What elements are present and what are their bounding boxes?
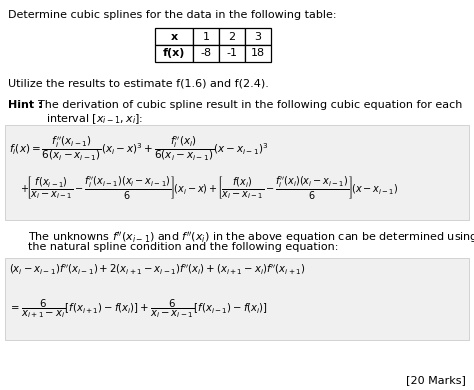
- Bar: [155, 28, 193, 45]
- Text: [20 Marks]: [20 Marks]: [406, 375, 466, 385]
- Text: f(x): f(x): [163, 48, 185, 58]
- Bar: [193, 28, 219, 45]
- Text: The unknowns $f^{\prime\prime}(x_{i-1})$ and $f^{\prime\prime}(x_i)$ in the abov: The unknowns $f^{\prime\prime}(x_{i-1})$…: [28, 230, 474, 245]
- Bar: [219, 45, 245, 62]
- Bar: [219, 28, 245, 45]
- Text: $(x_i-x_{i-1})f^{\prime\prime}(x_{i-1})+2(x_{i+1}-x_{i-1})f^{\prime\prime}(x_i)+: $(x_i-x_{i-1})f^{\prime\prime}(x_{i-1})+…: [9, 262, 305, 276]
- Text: the natural spline condition and the following equation:: the natural spline condition and the fol…: [28, 242, 338, 252]
- Text: 3: 3: [255, 32, 262, 41]
- Text: Utilize the results to estimate f(1.6) and f(2.4).: Utilize the results to estimate f(1.6) a…: [8, 78, 269, 88]
- Text: 2: 2: [228, 32, 236, 41]
- Text: -1: -1: [227, 48, 237, 58]
- Text: interval $[x_{i-1}, x_i]$:: interval $[x_{i-1}, x_i]$:: [46, 112, 143, 126]
- Bar: [245, 45, 271, 62]
- Text: -8: -8: [201, 48, 211, 58]
- Bar: [193, 45, 219, 62]
- Text: $f_i(x)=\dfrac{f_i^{\prime\prime}(x_{i-1})}{6(x_i-x_{i-1})}(x_i-x)^3+\dfrac{f_i^: $f_i(x)=\dfrac{f_i^{\prime\prime}(x_{i-1…: [9, 135, 269, 163]
- Text: x: x: [171, 32, 178, 41]
- Bar: [5, 125, 469, 220]
- Text: Determine cubic splines for the data in the following table:: Determine cubic splines for the data in …: [8, 10, 337, 20]
- Text: The derivation of cubic spline result in the following cubic equation for each: The derivation of cubic spline result in…: [38, 100, 462, 110]
- Bar: [245, 28, 271, 45]
- Text: 18: 18: [251, 48, 265, 58]
- Bar: [5, 258, 469, 340]
- Text: $+\!\left[\dfrac{f(x_{i-1})}{x_i-x_{i-1}}-\dfrac{f_i^{\prime\prime}(x_{i-1})(x_i: $+\!\left[\dfrac{f(x_{i-1})}{x_i-x_{i-1}…: [20, 175, 398, 202]
- Text: $=\dfrac{6}{x_{i+1}-x_i}[f(x_{i+1})-f(x_i)]+\dfrac{6}{x_i-x_{i-1}}[f(x_{i-1})-f(: $=\dfrac{6}{x_{i+1}-x_i}[f(x_{i+1})-f(x_…: [9, 297, 268, 320]
- Bar: [155, 45, 193, 62]
- Text: 1: 1: [202, 32, 210, 41]
- Text: Hint :: Hint :: [8, 100, 46, 110]
